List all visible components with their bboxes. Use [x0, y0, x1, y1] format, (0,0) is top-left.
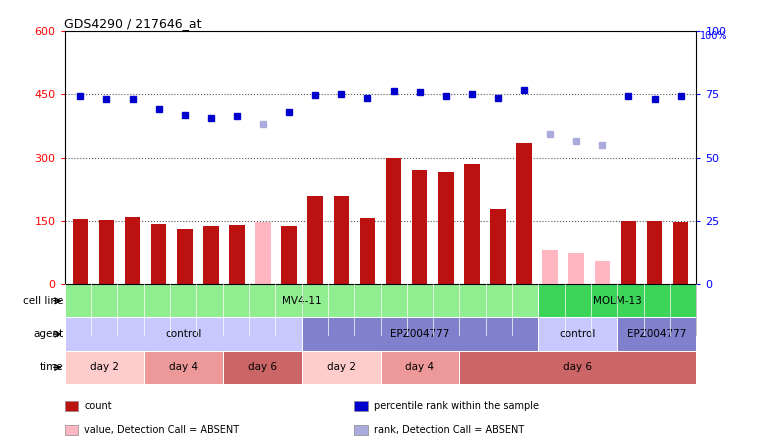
- Text: EPZ004777: EPZ004777: [627, 329, 686, 339]
- Bar: [229, 225, 245, 284]
- Text: GDS4290 / 217646_at: GDS4290 / 217646_at: [64, 17, 202, 30]
- Bar: [460, 351, 696, 384]
- Bar: [621, 221, 636, 284]
- Text: control: control: [559, 329, 596, 339]
- Bar: [380, 351, 460, 384]
- Text: day 4: day 4: [406, 362, 435, 373]
- Text: MV4-11: MV4-11: [282, 296, 321, 306]
- Bar: [65, 317, 301, 351]
- Bar: [125, 217, 140, 284]
- Bar: [673, 222, 689, 284]
- Text: 100%: 100%: [700, 31, 728, 41]
- Bar: [255, 222, 271, 284]
- Text: count: count: [84, 401, 112, 411]
- Text: value, Detection Call = ABSENT: value, Detection Call = ABSENT: [84, 425, 240, 435]
- Bar: [464, 164, 479, 284]
- Bar: [301, 351, 380, 384]
- Bar: [177, 230, 193, 284]
- Bar: [617, 317, 696, 351]
- Bar: [539, 317, 617, 351]
- Bar: [223, 351, 301, 384]
- Bar: [386, 159, 401, 284]
- Bar: [360, 218, 375, 284]
- Bar: [647, 221, 662, 284]
- Bar: [151, 224, 167, 284]
- Text: cell line: cell line: [23, 296, 63, 306]
- Text: agent: agent: [33, 329, 63, 339]
- Bar: [99, 220, 114, 284]
- Text: MOLM-13: MOLM-13: [593, 296, 642, 306]
- Bar: [282, 226, 297, 284]
- Text: day 2: day 2: [326, 362, 355, 373]
- Bar: [543, 250, 558, 284]
- Bar: [144, 351, 223, 384]
- Text: day 6: day 6: [563, 362, 592, 373]
- Text: rank, Detection Call = ABSENT: rank, Detection Call = ABSENT: [374, 425, 524, 435]
- Bar: [490, 209, 506, 284]
- Text: day 4: day 4: [169, 362, 198, 373]
- Bar: [65, 351, 144, 384]
- Bar: [333, 196, 349, 284]
- Bar: [203, 226, 218, 284]
- Bar: [594, 261, 610, 284]
- Bar: [72, 219, 88, 284]
- Text: time: time: [40, 362, 63, 373]
- Bar: [412, 170, 428, 284]
- Text: day 2: day 2: [90, 362, 119, 373]
- Bar: [568, 253, 584, 284]
- Text: control: control: [165, 329, 202, 339]
- Bar: [438, 172, 454, 284]
- Text: EPZ004777: EPZ004777: [390, 329, 450, 339]
- Bar: [65, 284, 539, 317]
- Bar: [539, 284, 696, 317]
- Bar: [516, 143, 532, 284]
- Bar: [307, 196, 323, 284]
- Text: percentile rank within the sample: percentile rank within the sample: [374, 401, 539, 411]
- Bar: [301, 317, 539, 351]
- Text: day 6: day 6: [247, 362, 276, 373]
